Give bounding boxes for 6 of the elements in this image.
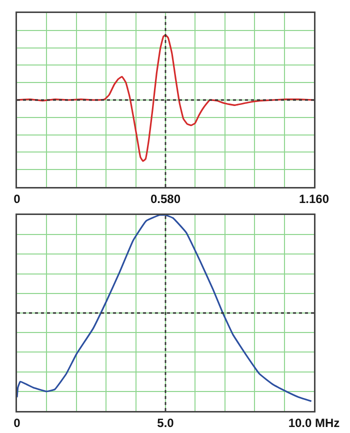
x-tick-label: 0.580 (150, 192, 181, 206)
x-tick-label: 0 (14, 192, 21, 206)
x-tick-label: 5.0 (157, 416, 174, 430)
x-tick-label: 1.160 (298, 192, 330, 206)
x-tick-label: 0 (14, 416, 21, 430)
x-tick-label: 10.0 MHz (288, 416, 340, 430)
